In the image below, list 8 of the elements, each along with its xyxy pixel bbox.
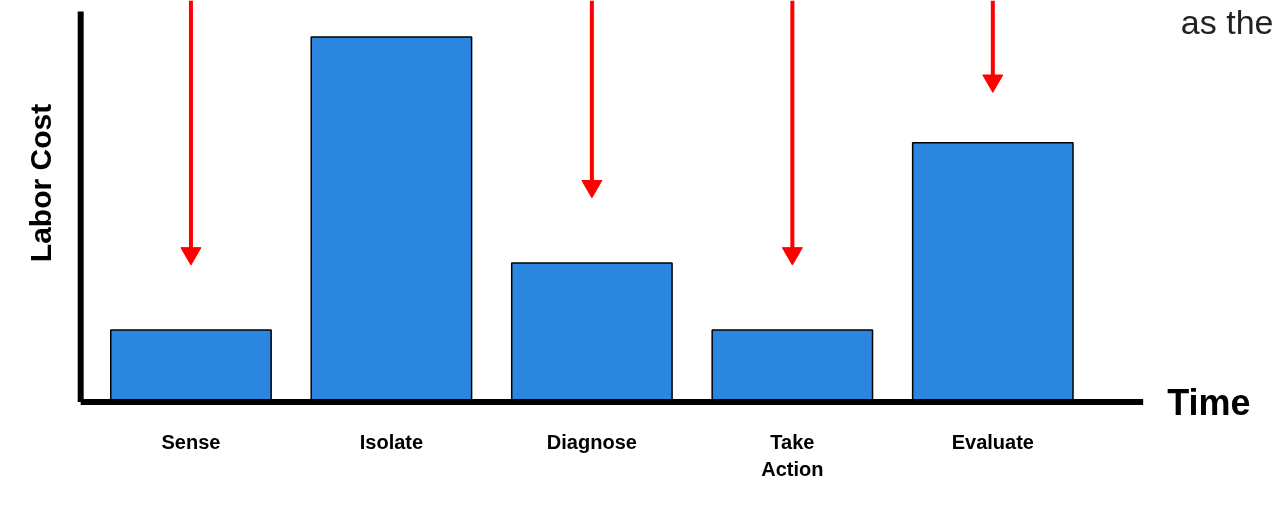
x-axis-title: Time [1167,381,1251,423]
x-tick-label: Isolate [359,431,424,454]
x-tick-label: Take Action [761,431,824,480]
text: as the [1180,3,1274,42]
x-tick-label: Sense [161,431,221,454]
x-tick-label: Diagnose [546,431,637,454]
x-tick-label: Evaluate [951,431,1034,454]
y-axis-title: Labor Cost [24,103,58,263]
